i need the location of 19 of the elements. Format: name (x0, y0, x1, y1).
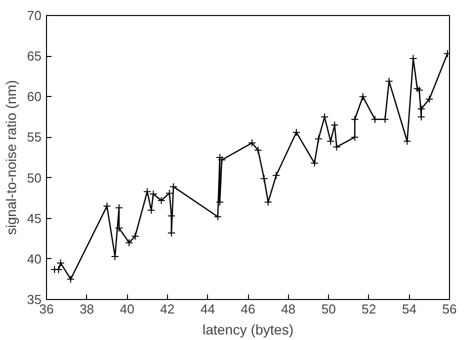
y-tick-label: 45 (27, 210, 42, 226)
y-axis-title: signal-to-noise ratio (nm) (3, 80, 20, 235)
x-tick-label: 38 (80, 302, 94, 316)
x-tick-label: 48 (281, 302, 296, 316)
x-tick-label: 52 (362, 302, 376, 316)
x-tick-label: 56 (442, 302, 457, 316)
y-tick-label: 55 (27, 130, 42, 145)
x-tick-label: 50 (321, 302, 336, 316)
x-tick-label: 40 (120, 302, 134, 316)
x-tick-label: 44 (200, 302, 215, 316)
x-tick-label: 42 (160, 302, 175, 316)
x-axis-title: latency (bytes) (202, 322, 294, 338)
x-tick-label: 54 (402, 302, 416, 316)
y-tick-label: 65 (27, 48, 42, 64)
y-tick-label: 70 (27, 8, 42, 23)
y-tick-label: 40 (27, 251, 42, 266)
y-tick-label: 50 (27, 170, 42, 186)
x-tick-label: 46 (240, 302, 256, 316)
y-tick-label: 60 (27, 89, 42, 104)
